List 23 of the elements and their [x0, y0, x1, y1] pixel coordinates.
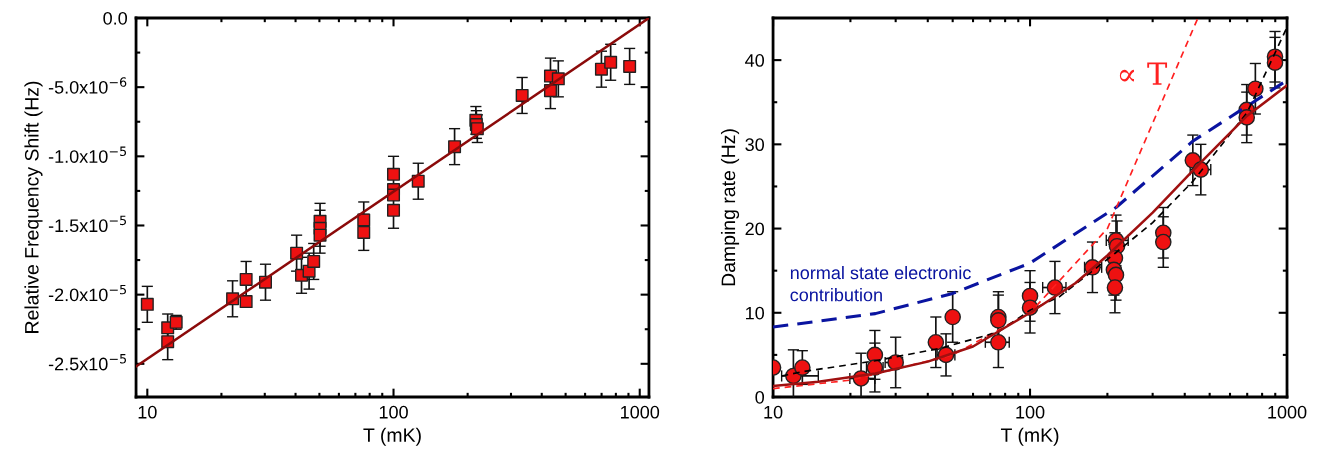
y-tick-label: 0.0: [103, 11, 128, 25]
x-tick-label: 10: [764, 405, 783, 419]
series-label: normal state electronic contribution: [790, 265, 971, 302]
y-tick-label: 40: [745, 54, 765, 67]
x-tick-label: 100: [1016, 405, 1045, 419]
x-tick-label: 1000: [621, 405, 660, 419]
y-tick-label: -1.0x10$^{−5}$: [48, 146, 127, 163]
y-tick-label: 30: [745, 138, 765, 152]
y-tick-label: -2.0x10$^{−5}$: [48, 284, 127, 302]
y-tick-label: 0: [755, 390, 765, 404]
y-tick-label: -1.5x10$^{−5}$: [48, 215, 127, 233]
y-tick-label: 10: [746, 306, 765, 320]
y-axis-title: Damping rate (Hz): [720, 129, 740, 286]
y-tick-label: 20: [745, 222, 765, 236]
y-axis-title: Relative Frequency Shift (Hz): [24, 81, 43, 333]
y-tick-label: -5.0x10$^{−6}$: [48, 77, 127, 94]
y-tick-label: -2.5x10$^{−5}$: [48, 354, 127, 371]
series-label: ∝ T: [1119, 62, 1168, 85]
x-tick-label: 10: [138, 405, 157, 419]
x-tick-label: 1000: [1268, 405, 1307, 419]
x-tick-label: 100: [379, 405, 408, 419]
x-axis-title: T (mK): [363, 427, 421, 446]
x-axis-title: T (mK): [1000, 427, 1059, 446]
